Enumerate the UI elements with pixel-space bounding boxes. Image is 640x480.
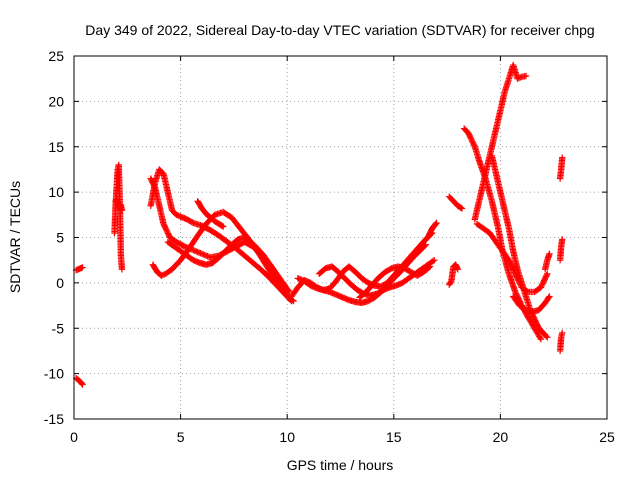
data-point — [425, 264, 433, 271]
data-point — [546, 250, 553, 258]
series-arc-w — [556, 154, 566, 182]
y-tick-label: -15 — [44, 411, 64, 427]
y-tick-label: 15 — [48, 139, 64, 155]
data-point — [173, 211, 180, 219]
data-point — [523, 287, 531, 295]
x-tick-label: 15 — [386, 429, 402, 445]
x-tick-label: 25 — [599, 429, 615, 445]
data-point — [559, 329, 566, 336]
y-tick-label: 25 — [48, 48, 64, 64]
data-point — [536, 334, 544, 341]
series-arc-m — [356, 263, 434, 301]
series-arc-t — [473, 220, 551, 296]
data-marks — [72, 61, 566, 388]
y-tick-label: -10 — [44, 366, 64, 382]
series-arc-a — [72, 264, 86, 274]
data-point — [543, 271, 550, 279]
x-tick-label: 10 — [279, 429, 295, 445]
data-point — [195, 249, 203, 256]
series-arc-p — [446, 261, 461, 288]
data-point — [422, 241, 429, 248]
data-point — [197, 250, 204, 257]
series-arc-u — [509, 293, 553, 316]
data-point — [174, 212, 181, 219]
data-point — [158, 272, 165, 279]
series-arc-y — [556, 329, 566, 355]
data-point — [470, 142, 478, 149]
data-point — [559, 154, 566, 161]
data-point — [458, 205, 466, 212]
tick-labels: 0 5 10 15 20 25 -15 -10 -5 0 5 10 15 20 25 — [44, 48, 615, 445]
data-point — [544, 334, 551, 341]
y-tick-label: 5 — [56, 230, 64, 246]
data-point — [201, 251, 208, 259]
data-point — [421, 242, 428, 250]
data-point — [429, 257, 437, 265]
data-point — [515, 74, 523, 82]
grid-layer — [73, 55, 608, 420]
series-arc-q — [460, 125, 545, 343]
data-point — [79, 264, 86, 271]
series-arc-d — [112, 196, 126, 214]
data-point — [286, 288, 293, 296]
x-axis-label: GPS time / hours — [287, 457, 394, 473]
chart-title: Day 349 of 2022, Sidereal Day-to-day VTE… — [85, 22, 594, 38]
series-arc-c — [111, 161, 126, 273]
data-point — [287, 296, 294, 304]
data-point — [204, 253, 211, 260]
series-arc-k — [294, 241, 429, 307]
series-arc-v — [541, 250, 553, 273]
y-tick-label: -5 — [52, 320, 65, 336]
data-point — [545, 294, 552, 301]
data-point — [78, 380, 86, 387]
data-point — [218, 222, 226, 230]
data-point — [220, 223, 227, 230]
data-point — [544, 270, 551, 277]
y-tick-label: 10 — [48, 184, 64, 200]
data-point — [454, 266, 461, 273]
data-point — [522, 72, 530, 80]
data-point — [118, 207, 126, 214]
data-point — [202, 252, 210, 259]
series-arc-n — [424, 219, 440, 241]
data-point — [198, 250, 206, 258]
data-point — [514, 75, 521, 82]
x-tick-label: 5 — [177, 429, 185, 445]
data-point — [285, 287, 292, 294]
data-point — [537, 335, 545, 343]
data-point — [193, 248, 200, 255]
y-tick-label: 20 — [48, 93, 64, 109]
series-arc-x — [556, 236, 566, 264]
x-tick-label: 0 — [70, 429, 78, 445]
x-tick-label: 20 — [493, 429, 509, 445]
series-arc-r — [471, 61, 530, 223]
data-point — [79, 381, 86, 388]
data-point — [517, 74, 524, 81]
data-point — [432, 220, 439, 228]
data-point — [543, 332, 550, 340]
y-axis-label: SDTVAR / TECUs — [7, 181, 23, 293]
data-point — [457, 204, 465, 211]
data-point — [200, 251, 207, 258]
y-tick-label: 0 — [56, 275, 64, 291]
data-point — [191, 247, 199, 255]
data-point — [559, 236, 566, 243]
plot-frame — [73, 55, 608, 420]
series-arc-b — [72, 374, 86, 388]
data-point — [190, 247, 197, 254]
series-arc-i — [194, 198, 227, 230]
data-point — [546, 293, 553, 300]
data-point — [431, 256, 438, 264]
data-point — [151, 183, 158, 190]
data-point — [426, 263, 434, 270]
data-point — [159, 271, 167, 279]
data-point — [433, 219, 440, 227]
series-arc-h — [164, 234, 293, 296]
data-point — [118, 266, 126, 273]
data-point — [194, 248, 201, 256]
series-arc-o — [446, 193, 466, 212]
